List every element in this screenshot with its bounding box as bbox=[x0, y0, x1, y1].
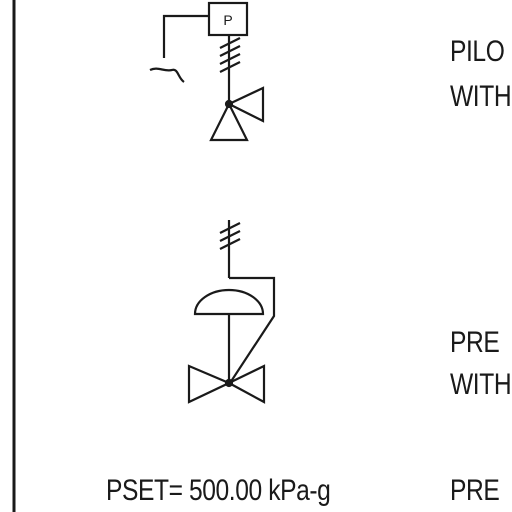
pilot-valve-symbol[interactable] bbox=[149, 1, 265, 142]
pilot-caption-line2: WITH bbox=[450, 80, 512, 113]
regulator-diaphragm bbox=[193, 288, 265, 316]
pilot-sensing-squiggle bbox=[149, 67, 185, 83]
regulator-caption-line1: PRE bbox=[450, 326, 500, 359]
regulator-caption-line2: WITH bbox=[450, 368, 512, 401]
pilot-valve-body-right bbox=[226, 86, 265, 123]
pset-label: PSET= 500.00 kPa-g bbox=[106, 474, 331, 507]
footer-caption: PRE bbox=[450, 474, 500, 507]
regulator-spring-hatches bbox=[219, 222, 241, 250]
regulator-valve-body-right bbox=[226, 364, 266, 404]
pressure-regulator-symbol[interactable] bbox=[187, 220, 276, 404]
pilot-sensing-line bbox=[162, 14, 209, 58]
pilot-actuator-letter: P bbox=[223, 12, 232, 28]
pilot-spring-hatches bbox=[219, 37, 241, 73]
pilot-valve-body-bottom bbox=[209, 101, 249, 142]
pilot-caption-line1: PILO bbox=[450, 35, 505, 68]
pilot-valve-hub bbox=[224, 99, 234, 109]
regulator-valve-body-left bbox=[187, 364, 232, 404]
regulator-valve-hub bbox=[224, 378, 234, 388]
regulator-sensing-loop bbox=[229, 276, 276, 384]
